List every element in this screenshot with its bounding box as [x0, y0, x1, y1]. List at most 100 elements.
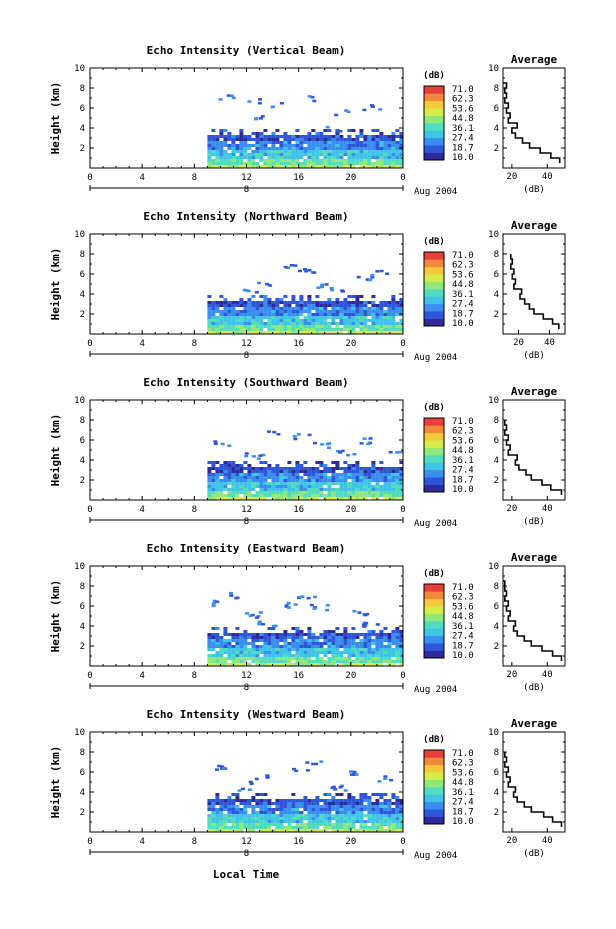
colorbar-tick-label: 10.0 [452, 319, 474, 329]
date-label: Aug 2004 [414, 353, 457, 363]
colorbar-band [424, 584, 444, 592]
date-label: Aug 2004 [414, 187, 457, 197]
y-tick-label: 4 [80, 456, 85, 466]
colorbar-band [424, 93, 444, 102]
average-y-tick-label: 10 [488, 728, 499, 738]
average-x-tick-label: 40 [542, 504, 553, 514]
average-x-tick-label: 40 [544, 338, 555, 348]
colorbar-tick-label: 44.8 [452, 612, 474, 622]
x-tick-label: 16 [293, 505, 304, 515]
date-label: Aug 2004 [414, 685, 457, 695]
x-tick-label: 20 [345, 505, 356, 515]
average-y-tick-label: 10 [488, 562, 499, 572]
colorbar-unit: (dB) [423, 71, 445, 81]
colorbar-tick-label: 71.0 [452, 417, 474, 427]
colorbar-band [424, 432, 444, 441]
average-y-tick-label: 8 [494, 416, 499, 426]
y-axis-label: Height (km) [49, 248, 62, 321]
date-label: Aug 2004 [414, 519, 457, 529]
y-tick-label: 10 [74, 230, 85, 240]
y-tick-label: 10 [74, 728, 85, 738]
panel-4: Echo Intensity (Eastward Beam) 0 4 8 12 16 20 0… [49, 542, 566, 695]
x-tick-label: 12 [241, 173, 252, 183]
x-tick-label: 12 [241, 505, 252, 515]
echo-field [207, 591, 403, 666]
colorbar-tick-label: 44.8 [452, 778, 474, 788]
colorbar-band [424, 613, 444, 622]
y-tick-label: 6 [80, 270, 85, 280]
panel-5: Echo Intensity (Westward Beam) 0 4 8 12 16 20 0… [49, 708, 566, 861]
colorbar-tick-label: 71.0 [452, 583, 474, 593]
colorbar-tick-label: 36.1 [452, 622, 474, 632]
colorbar-band [424, 606, 444, 614]
x-tick-label: 8 [192, 505, 197, 515]
colorbar [423, 85, 445, 161]
date-label: Aug 2004 [414, 851, 457, 861]
y-tick-label: 8 [80, 582, 85, 592]
colorbar-band [424, 477, 444, 485]
average-y-tick-label: 8 [494, 84, 499, 94]
y-axis-label: Height (km) [49, 414, 62, 487]
y-tick-label: 8 [80, 250, 85, 260]
average-y-tick-label: 10 [488, 396, 499, 406]
average-y-tick-label: 2 [494, 808, 499, 818]
colorbar [423, 749, 445, 825]
colorbar-tick-label: 36.1 [452, 124, 474, 134]
average-y-tick-label: 6 [494, 104, 499, 114]
x-tick-label: 0 [400, 339, 405, 349]
average-y-tick-label: 2 [494, 476, 499, 486]
colorbar-band [424, 455, 444, 463]
echo-field [207, 430, 403, 500]
x-tick-label: 0 [400, 671, 405, 681]
panel-1: Echo Intensity (Vertical Beam) 0 4 8 12 16 20 0… [49, 44, 566, 197]
colorbar-band [424, 130, 444, 139]
colorbar-tick-label: 18.7 [452, 641, 474, 651]
y-tick-label: 10 [74, 562, 85, 572]
colorbar-tick-label: 44.8 [452, 280, 474, 290]
colorbar-tick-label: 10.0 [452, 817, 474, 827]
colorbar-tick-label: 62.3 [452, 593, 474, 603]
average-x-tick-label: 20 [506, 836, 517, 846]
x-tick-label: 12 [241, 837, 252, 847]
colorbar-tick-label: 18.7 [452, 807, 474, 817]
colorbar-band [424, 764, 444, 773]
colorbar-band [424, 318, 444, 327]
colorbar-tick-label: 36.1 [452, 788, 474, 798]
average-y-tick-label: 6 [494, 270, 499, 280]
colorbar-unit: (dB) [423, 403, 445, 413]
panel-2: Echo Intensity (Northward Beam)0 4 8 12 16 20… [49, 210, 566, 363]
colorbar-band [424, 425, 444, 434]
x-tick-label: 20 [345, 837, 356, 847]
average-y-tick-label: 2 [494, 642, 499, 652]
x-tick-label: 8 [192, 173, 197, 183]
average-frame [502, 565, 566, 667]
colorbar-band [424, 628, 444, 637]
date-mid-label: 8 [244, 517, 249, 527]
y-tick-label: 2 [80, 144, 85, 154]
y-axis-label: Height (km) [49, 580, 62, 653]
x-tick-label: 4 [139, 837, 144, 847]
y-tick-label: 4 [80, 788, 85, 798]
y-tick-label: 6 [80, 768, 85, 778]
average-x-label: (dB) [523, 517, 545, 527]
x-tick-label: 0 [400, 173, 405, 183]
colorbar-tick-label: 71.0 [452, 85, 474, 95]
echo-field [207, 264, 403, 334]
colorbar-band [424, 809, 444, 817]
colorbar-tick-label: 10.0 [452, 153, 474, 163]
y-axis-label: Height (km) [49, 746, 62, 819]
colorbar-tick-label: 53.6 [452, 270, 474, 280]
average-y-tick-label: 2 [494, 144, 499, 154]
colorbar-tick-label: 27.4 [452, 134, 474, 144]
y-tick-label: 8 [80, 84, 85, 94]
colorbar-band [424, 462, 444, 471]
y-tick-label: 4 [80, 290, 85, 300]
x-tick-label: 0 [87, 671, 92, 681]
colorbar-tick-label: 62.3 [452, 427, 474, 437]
x-tick-label: 4 [139, 671, 144, 681]
date-mid-label: 8 [244, 185, 249, 195]
colorbar-band [424, 311, 444, 319]
echo-field [207, 94, 403, 168]
colorbar-tick-label: 18.7 [452, 475, 474, 485]
